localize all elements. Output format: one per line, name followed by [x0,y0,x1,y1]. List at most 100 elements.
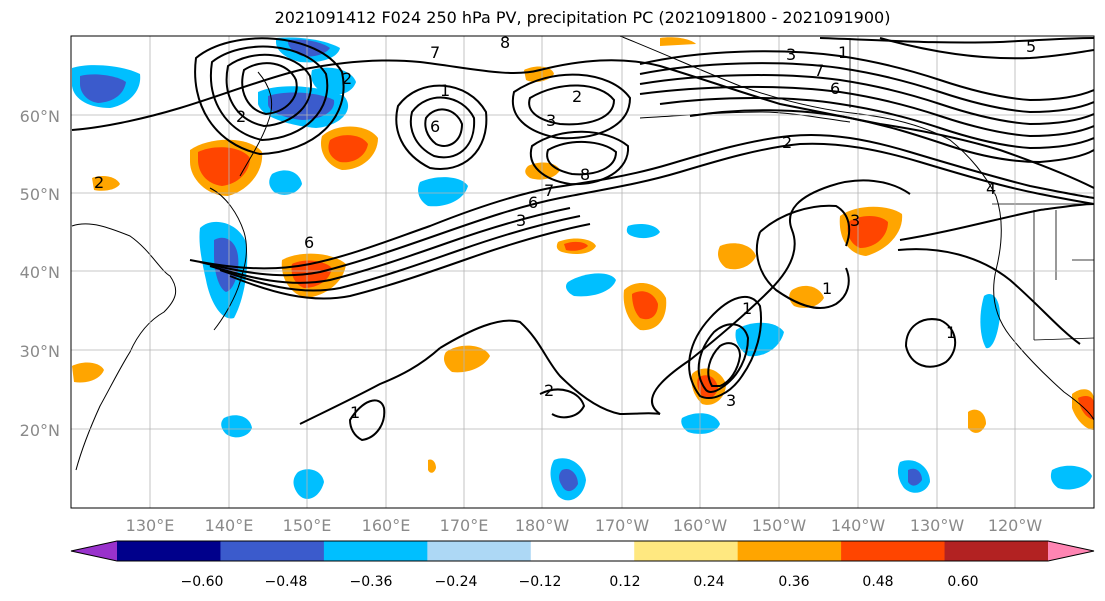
colorbar-label: −0.12 [519,574,562,590]
contour-label: 1 [838,43,848,62]
pv-contour [528,84,616,126]
precip-negative-patch [293,469,324,499]
precip-positive-patch [328,135,368,163]
precip-positive-patch [660,37,696,46]
precip-negative-patch [311,67,356,95]
map-title: 2021091412 F024 250 hPa PV, precipitatio… [274,8,891,27]
pv-contour [689,109,1094,164]
colorbar-label: −0.24 [435,574,478,590]
contour-label: 2 [544,381,554,400]
coastline-japan [209,187,247,331]
contour-label: 3 [786,45,796,64]
lon-label: 160°E [362,516,411,535]
pv-contour [439,319,661,416]
precip-negative-patch [418,177,468,207]
pv-contour [639,85,1094,138]
coastline-north-america [993,195,1094,421]
contour-label: 7 [544,181,554,200]
contour-label: 8 [580,165,590,184]
pv-contour [229,223,591,300]
precip-positive-patch [632,291,658,320]
pv-contour [659,97,1094,150]
lat-label: 40°N [20,263,60,282]
colorbar-swatch [841,541,946,561]
pv-contour [395,84,488,170]
border-us-mexico [1033,337,1094,341]
lat-label: 20°N [20,421,60,440]
pv-contour [225,53,312,128]
lon-label: 130°W [910,516,965,535]
contour-label: 1 [822,279,832,298]
colorbar-swatch [634,541,739,561]
precip-negative-patch [269,170,302,195]
contour-label: 6 [528,193,538,212]
contour-label: 6 [304,233,314,252]
colorbar-label: 0.36 [778,574,809,590]
contour-label: 2 [572,87,582,106]
contour-label: 5 [1026,37,1036,56]
contour-label: 3 [726,391,736,410]
coastline-aleutians [639,111,851,123]
lat-label: 60°N [20,107,60,126]
precip-negative-patch [626,224,660,239]
colorbar-label: 0.48 [862,574,893,590]
coastline-kamchatka [239,71,273,177]
colorbar-extension-high [1048,541,1094,561]
precip-positive-patch [564,241,588,251]
contour-label: 2 [342,69,352,88]
pv-contour [650,179,911,415]
colorbar-swatch [944,541,1049,561]
precip-positive-patch [92,176,120,191]
contour-label: 3 [546,111,556,130]
pv-contour [539,388,586,419]
precip-negative-patch [1050,465,1092,490]
pv-contour [639,62,1094,114]
coastlines [71,36,1094,471]
lon-label: 120°W [988,516,1043,535]
contour-label: 6 [830,79,840,98]
contour-label: 7 [814,61,824,80]
borders [849,38,1094,341]
contour-label: 8 [500,33,510,52]
lon-label: 140°W [831,516,886,535]
contour-label: 7 [430,43,440,62]
precip-negative-patch [908,468,922,486]
contour-label: 1 [440,81,450,100]
colorbar-label: 0.60 [947,574,978,590]
lat-label: 30°N [20,342,60,361]
precip-positive-patch [72,362,104,383]
contour-label: 3 [516,211,526,230]
pv-contour [819,37,1094,44]
pv-contour [639,50,1094,102]
pv-contour [904,318,956,368]
contour-label: 6 [430,117,440,136]
pv-contour [189,133,1094,270]
precip-negative-patch [559,468,578,492]
map-frame [70,35,1095,509]
lon-label: 180°W [515,516,570,535]
colorbar-extension-low [71,541,117,561]
colorbar-swatch [530,541,635,561]
contour-label: 2 [94,173,104,192]
colorbar-swatch [323,541,428,561]
pv-contour [299,347,441,425]
colorbar [70,540,1095,562]
pv-contour [199,142,1094,277]
colorbar-label: −0.36 [350,574,393,590]
colorbar-labels: −0.60 −0.48 −0.36 −0.24 −0.12 0.12 0.24 … [181,574,979,590]
lon-label: 170°W [595,516,650,535]
contour-label: 4 [986,179,996,198]
latitude-labels: 60°N 50°N 40°N 30°N 20°N [20,107,60,440]
pv-contour [210,45,329,142]
precip-negative-patch [980,294,1000,349]
lon-label: 150°W [752,516,807,535]
precip-positive-patch [968,409,986,433]
lon-label: 140°E [205,516,254,535]
coastline-asia [71,223,177,471]
contour-label: 1 [946,323,956,342]
pv-contour [209,207,571,284]
precip-positive-patch [718,243,756,270]
lon-label: 170°E [440,516,489,535]
contour-label: 1 [350,403,360,422]
